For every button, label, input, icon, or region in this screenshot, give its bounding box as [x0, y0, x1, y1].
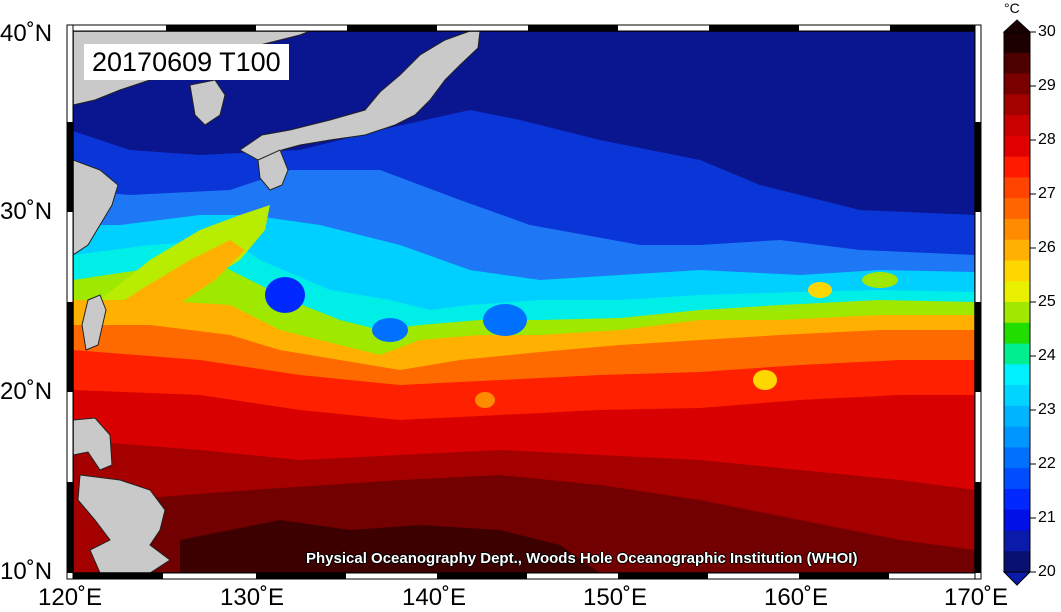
lat-label-20: 20˚N — [0, 378, 53, 405]
colorbar-top-arrow — [1002, 19, 1032, 33]
colorbar-segment — [1004, 94, 1030, 116]
lon-label-170: 170˚E — [944, 584, 1009, 611]
colorbar-label-29: 29 — [1038, 77, 1056, 94]
lon-label-140: 140˚E — [402, 584, 467, 611]
colorbar-segment — [1004, 198, 1030, 220]
colorbar-label-22: 22 — [1038, 455, 1056, 472]
colorbar-segment — [1004, 364, 1030, 386]
colorbar-segment — [1004, 447, 1030, 469]
colorbar-segment — [1004, 32, 1030, 54]
colorbar-segment — [1004, 343, 1030, 365]
colorbar-segment — [1004, 73, 1030, 95]
colorbar-segment — [1004, 302, 1030, 324]
lon-label-160: 160˚E — [764, 584, 829, 611]
colorbar-label-28: 28 — [1038, 131, 1056, 148]
colorbar-label-25: 25 — [1038, 293, 1056, 310]
colorbar-label-26: 26 — [1038, 239, 1056, 256]
credit-text: Physical Oceanography Dept., Woods Hole … — [306, 550, 858, 567]
map-title: 20170609 T100 — [84, 44, 289, 80]
colorbar-segment — [1004, 509, 1030, 532]
lon-label-120: 120˚E — [38, 584, 103, 611]
colorbar-segment — [1004, 52, 1030, 75]
colorbar-frame — [1003, 31, 1031, 573]
lat-label-30: 30˚N — [0, 198, 53, 225]
colorbar-segment — [1004, 218, 1030, 241]
colorbar — [1002, 19, 1036, 586]
colorbar-segment — [1004, 177, 1030, 199]
lat-label-10: 10˚N — [0, 558, 53, 585]
colorbar-label-30: 30 — [1038, 23, 1056, 40]
colorbar-segment — [1004, 281, 1030, 303]
colorbar-label-27: 27 — [1038, 185, 1056, 202]
colorbar-segment — [1004, 239, 1030, 262]
colorbar-segment — [1004, 468, 1030, 490]
lon-label-130: 130˚E — [220, 584, 285, 611]
colorbar-segment — [1004, 322, 1030, 345]
colorbar-segment — [1004, 260, 1030, 282]
temperature-field — [73, 31, 975, 573]
colorbar-segment — [1004, 156, 1030, 178]
colorbar-segment — [1004, 115, 1030, 137]
colorbar-segment — [1004, 530, 1030, 552]
colorbar-segment — [1004, 488, 1030, 511]
map-border — [66, 24, 982, 580]
colorbar-label-24: 24 — [1038, 347, 1056, 364]
colorbar-label-21: 21 — [1038, 509, 1056, 526]
colorbar-segment — [1004, 426, 1030, 448]
colorbar-segment — [1004, 385, 1030, 407]
colorbar-unit: °C — [1004, 0, 1020, 16]
colorbar-segment — [1004, 135, 1030, 158]
colorbar-label-20: 20 — [1038, 563, 1056, 580]
colorbar-label-23: 23 — [1038, 401, 1056, 418]
colorbar-segment — [1004, 405, 1030, 428]
lon-label-150: 150˚E — [583, 584, 648, 611]
colorbar-segment — [1004, 551, 1030, 573]
lat-label-40: 40˚N — [0, 20, 53, 47]
